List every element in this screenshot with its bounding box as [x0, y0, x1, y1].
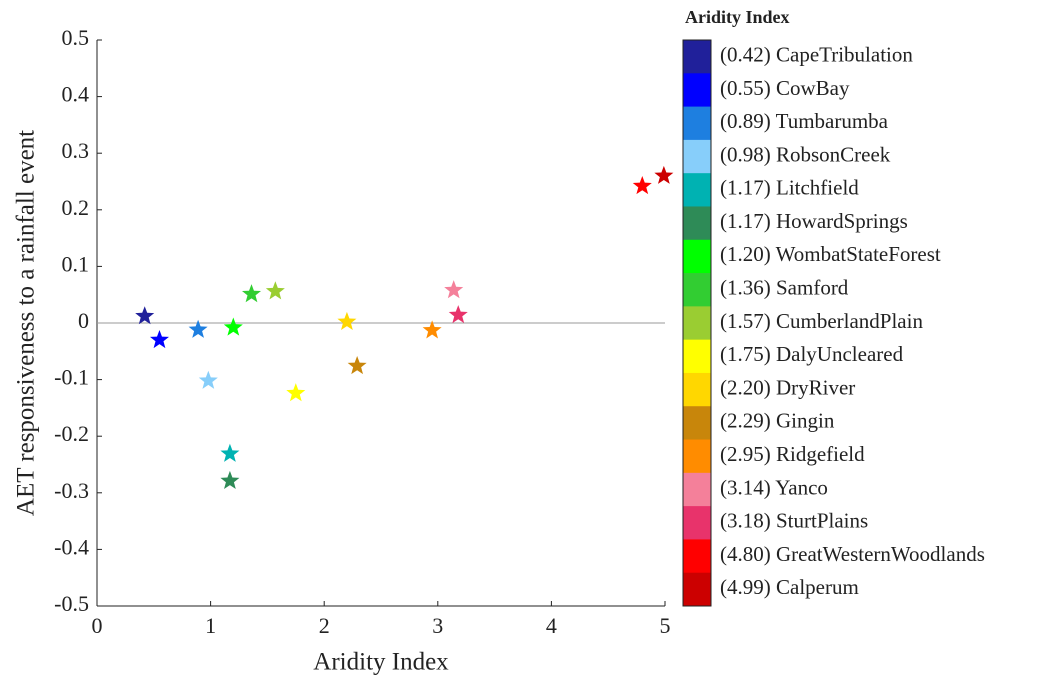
y-tick-label: -0.5 [54, 591, 89, 616]
star-point [223, 317, 243, 336]
y-tick-label: 0.1 [62, 251, 90, 276]
star-point [444, 280, 464, 299]
legend-swatch [683, 372, 711, 407]
star-point [188, 319, 208, 338]
legend-label: (1.75) DalyUncleared [720, 342, 904, 366]
legend-label: (1.17) HowardSprings [720, 209, 908, 233]
legend-label: (2.20) DryRiver [720, 375, 855, 399]
star-point [654, 165, 674, 184]
star-point [198, 370, 218, 389]
legend-swatch [683, 139, 711, 174]
legend-swatch [683, 339, 711, 374]
legend-swatch [683, 406, 711, 441]
legend-swatch [683, 206, 711, 241]
star-point [632, 176, 652, 195]
legend-swatch [683, 539, 711, 574]
legend-label: (4.80) GreatWesternWoodlands [720, 542, 985, 566]
legend-swatch [683, 472, 711, 507]
legend-swatch [683, 73, 711, 108]
x-tick-label: 4 [546, 613, 557, 638]
y-tick-label: 0.2 [62, 195, 90, 220]
x-tick-label: 3 [432, 613, 443, 638]
y-tick-label: -0.1 [54, 365, 89, 390]
legend-swatch [683, 106, 711, 141]
x-axis-label: Aridity Index [313, 649, 449, 676]
legend-swatch [683, 572, 711, 607]
legend-label: (0.89) Tumbarumba [720, 109, 889, 133]
star-point [220, 470, 240, 489]
legend-label: (4.99) Calperum [720, 575, 859, 599]
legend-swatch [683, 40, 711, 74]
legend-label: (0.42) CapeTribulation [720, 42, 913, 66]
x-tick-label: 5 [660, 613, 671, 638]
y-axis-label: AET responsiveness to a rainfall event [13, 130, 40, 516]
legend-label: (1.36) Samford [720, 276, 849, 300]
y-tick-label: 0 [78, 308, 89, 333]
star-point [347, 356, 367, 375]
legend-label: (1.17) Litchfield [720, 176, 859, 200]
star-point [448, 305, 468, 324]
y-tick-label: -0.4 [54, 534, 89, 559]
legend-label: (2.95) Ridgefield [720, 442, 865, 466]
star-point [241, 284, 262, 303]
legend-frame [682, 39, 712, 607]
legend-label: (3.14) Yanco [720, 475, 828, 499]
legend-swatch [683, 273, 711, 307]
legend-swatch [683, 506, 711, 540]
legend-title: Aridity Index [685, 7, 790, 27]
y-tick-label: -0.2 [54, 421, 89, 446]
x-tick-label: 2 [319, 613, 330, 638]
legend-label: (1.20) WombatStateForest [720, 242, 941, 266]
legend-label: (0.98) RobsonCreek [720, 142, 891, 166]
star-point [149, 329, 169, 349]
y-tick-label: -0.3 [54, 478, 89, 503]
legend-label: (0.55) CowBay [720, 76, 850, 100]
y-tick-label: 0.3 [62, 138, 90, 163]
x-tick-label: 0 [92, 613, 103, 638]
legend-swatch [683, 306, 711, 341]
legend-label: (3.18) SturtPlains [720, 509, 868, 533]
y-tick-label: 0.4 [62, 82, 90, 107]
star-point [265, 281, 285, 300]
legend-swatch [683, 173, 711, 207]
star-point [422, 320, 442, 339]
y-tick-label: 0.5 [62, 25, 90, 50]
legend-swatch [683, 239, 711, 274]
star-point [135, 306, 155, 325]
legend-swatch [683, 439, 711, 474]
star-point [220, 443, 240, 462]
star-point [286, 383, 306, 402]
legend-label: (1.57) CumberlandPlain [720, 309, 923, 333]
legend-label: (2.29) Gingin [720, 409, 835, 433]
star-point [337, 311, 357, 330]
x-tick-label: 1 [205, 613, 216, 638]
